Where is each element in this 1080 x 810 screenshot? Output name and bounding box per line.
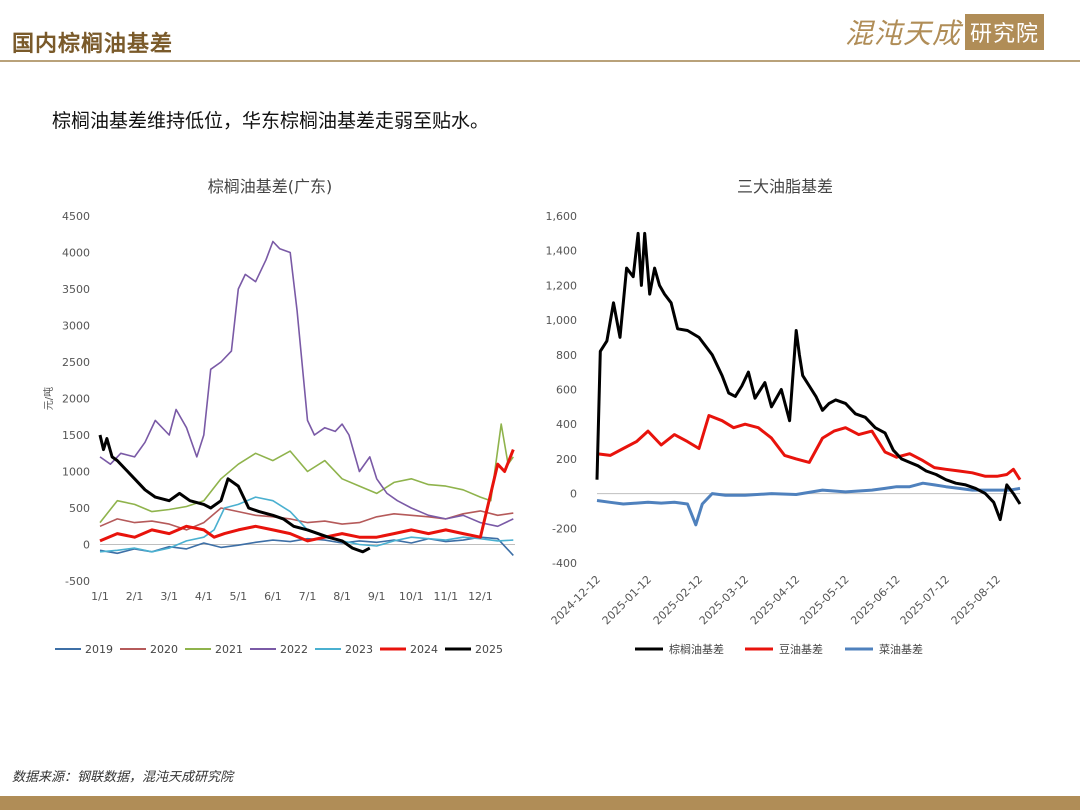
- y-tick-label: 4000: [62, 247, 90, 260]
- y-tick-label: 0: [570, 488, 577, 501]
- y-tick-label: 600: [556, 384, 577, 397]
- y-tick-label: 0: [83, 539, 90, 552]
- x-tick-label: 1/1: [91, 590, 109, 603]
- x-tick-label: 6/1: [264, 590, 282, 603]
- series-line-棕榈油基差: [595, 231, 1022, 522]
- y-tick-label: 1,400: [546, 245, 578, 258]
- x-tick-label: 5/1: [229, 590, 247, 603]
- chart-three-oils-basis: 三大油脂基差 -400 -200 0 200 400 600 800 1,000 1,200 1,4…: [546, 177, 1022, 656]
- x-tick-label: 2025-06-12: [848, 573, 902, 627]
- legend-label: 棕榈油基差: [669, 642, 724, 656]
- chart-palm-basis-guangdong: 棕榈油基差(广东) -500 0 500 1000 1500 2000 2500 3000 350…: [42, 177, 515, 656]
- slide-subtitle: 棕榈油基差维持低位，华东棕榈油基差走弱至贴水。: [52, 110, 490, 132]
- y-tick-label: 1,600: [546, 210, 578, 223]
- x-tick-label: 8/1: [333, 590, 351, 603]
- legend-label: 2025: [475, 643, 503, 656]
- data-source-note: 数据来源：钢联数据，混沌天成研究院: [12, 770, 234, 785]
- x-tick-label: 3/1: [160, 590, 178, 603]
- x-tick-label: 11/1: [433, 590, 458, 603]
- series-line-2024: [99, 449, 515, 543]
- series-line-2023: [99, 496, 514, 553]
- x-tick-label: 9/1: [368, 590, 386, 603]
- header-divider: [0, 60, 1080, 62]
- series-line-2022: [99, 240, 514, 528]
- logo-script-text: 混沌天成: [845, 17, 962, 50]
- x-tick-label: 2025-05-12: [797, 573, 851, 627]
- chart-title: 棕榈油基差(广东): [208, 177, 333, 196]
- x-tick-label: 2025-07-12: [898, 573, 952, 627]
- x-tick-label: 7/1: [299, 590, 317, 603]
- y-tick-label: 3000: [62, 320, 90, 333]
- x-tick-label: 2025-01-12: [600, 573, 654, 627]
- y-tick-label: 1500: [62, 429, 90, 442]
- y-tick-label: 2000: [62, 393, 90, 406]
- footer-bar: [0, 796, 1080, 810]
- legend-label: 2022: [280, 643, 308, 656]
- y-tick-label: 500: [69, 502, 90, 515]
- series-line-2025: [98, 434, 371, 554]
- y-tick-label: 4500: [62, 210, 90, 223]
- brand-logo: 混沌天成 研究院: [845, 14, 1045, 50]
- y-tick-label: 3500: [62, 283, 90, 296]
- x-tick-label: 2025-04-12: [748, 573, 802, 627]
- y-tick-label: 1,200: [546, 279, 578, 292]
- legend-label: 2024: [410, 643, 438, 656]
- legend-label: 豆油基差: [779, 642, 823, 656]
- y-tick-label: -400: [552, 557, 577, 570]
- series-line-2021: [99, 423, 514, 524]
- x-tick-label: 2025-08-12: [949, 573, 1003, 627]
- y-tick-label: 400: [556, 418, 577, 431]
- legend-label: 2020: [150, 643, 178, 656]
- y-tick-label: 200: [556, 453, 577, 466]
- series-line-菜油基差: [596, 481, 1021, 527]
- x-tick-label: 2025-03-12: [697, 573, 751, 627]
- x-tick-label: 2/1: [126, 590, 144, 603]
- y-axis-label: 元/吨: [42, 387, 55, 410]
- legend-label: 2019: [85, 643, 113, 656]
- y-tick-label: 1000: [62, 466, 90, 479]
- series-line-2020: [99, 507, 514, 531]
- page-title: 国内棕榈油基差: [12, 31, 174, 57]
- y-tick-label: -200: [552, 522, 577, 535]
- y-tick-label: 800: [556, 349, 577, 362]
- series-line-2019: [99, 536, 514, 556]
- y-tick-label: 2500: [62, 356, 90, 369]
- x-tick-label: 4/1: [195, 590, 213, 603]
- legend-label: 2023: [345, 643, 373, 656]
- legend-label: 菜油基差: [879, 642, 923, 656]
- series-line-豆油基差: [596, 414, 1022, 481]
- chart-title: 三大油脂基差: [737, 177, 833, 196]
- y-tick-label: 1,000: [546, 314, 578, 327]
- x-tick-label: 12/1: [468, 590, 493, 603]
- x-tick-label: 10/1: [399, 590, 424, 603]
- y-tick-label: -500: [65, 575, 90, 588]
- legend-label: 2021: [215, 643, 243, 656]
- x-tick-label: 2024-12-12: [549, 573, 603, 627]
- logo-box-text: 研究院: [965, 14, 1045, 50]
